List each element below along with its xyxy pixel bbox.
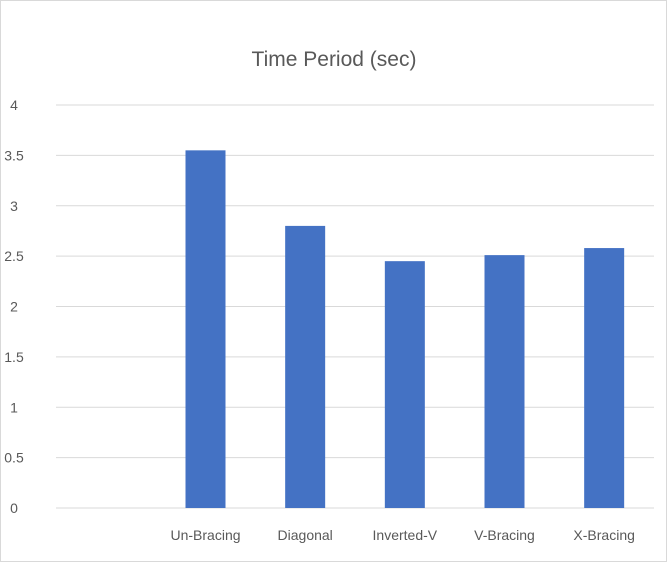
bars <box>185 150 625 508</box>
bar <box>285 225 326 508</box>
y-tick-label: 0.5 <box>4 450 24 466</box>
bar <box>484 255 525 508</box>
y-tick-label: 0 <box>10 500 18 516</box>
bar <box>584 248 625 508</box>
chart-title: Time Period (sec) <box>252 48 417 71</box>
gridlines <box>56 104 654 509</box>
x-tick-label: X-Bracing <box>573 527 634 543</box>
y-tick-label: 1.5 <box>4 349 24 365</box>
y-tick-label: 1 <box>10 399 18 415</box>
bar <box>384 261 425 508</box>
y-axis-ticks: 0 0.5 1 1.5 2 2.5 3 3.5 4 <box>4 97 24 516</box>
y-tick-label: 4 <box>10 97 18 113</box>
x-tick-label: V-Bracing <box>474 527 535 543</box>
y-tick-label: 3 <box>10 198 18 214</box>
bar <box>185 150 226 508</box>
x-tick-label: Diagonal <box>278 527 333 543</box>
y-tick-label: 2 <box>10 299 18 315</box>
y-tick-label: 2.5 <box>4 248 24 264</box>
x-tick-label: Un-Bracing <box>170 527 240 543</box>
x-axis-ticks: Un-Bracing Diagonal Inverted-V V-Bracing X-B… <box>170 527 634 543</box>
x-tick-label: Inverted-V <box>373 527 438 543</box>
y-tick-label: 3.5 <box>4 147 24 163</box>
